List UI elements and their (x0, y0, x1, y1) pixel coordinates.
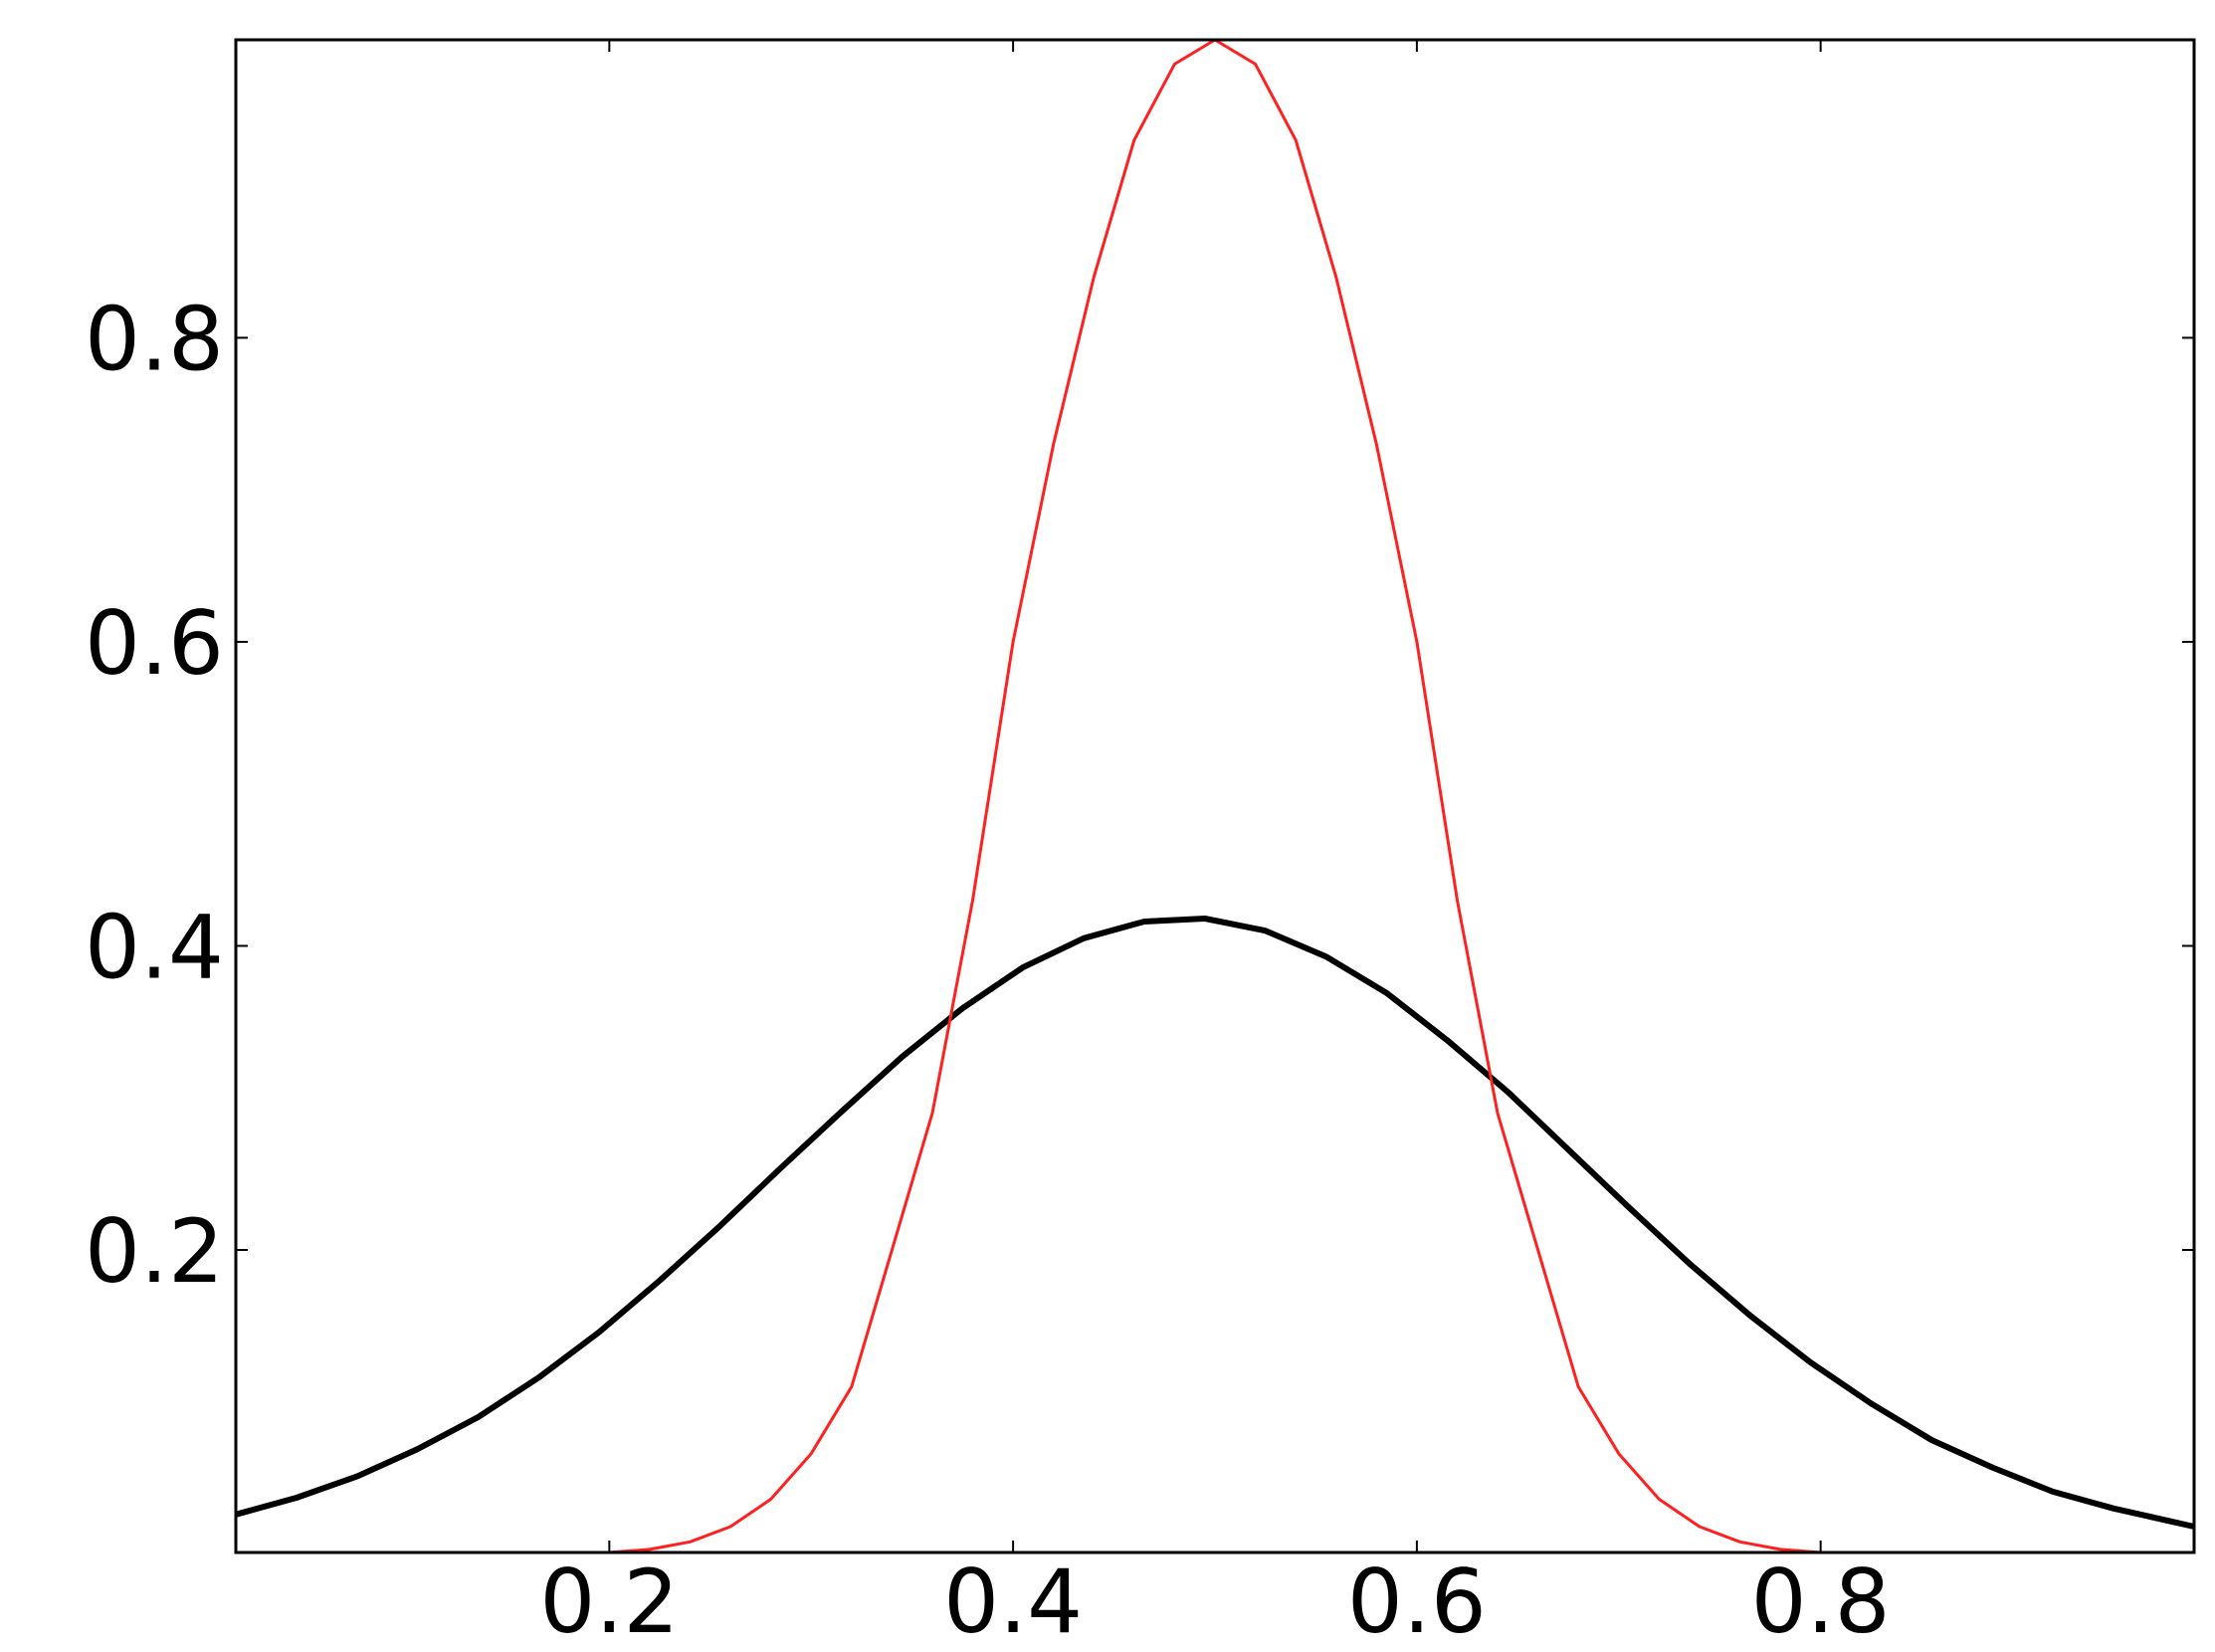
y-tick-label: 0.6 (85, 592, 224, 695)
y-tick-label: 0.8 (85, 288, 224, 390)
plot-frame (234, 38, 2196, 1554)
x-tick-label: 0.8 (1751, 1550, 1891, 1652)
y-tick-label: 0.4 (85, 896, 224, 998)
x-tick-label: 0.4 (943, 1550, 1083, 1652)
x-tick-label: 0.2 (539, 1550, 679, 1652)
y-tick-label: 0.2 (85, 1200, 224, 1303)
line-series (609, 38, 1821, 1554)
x-tick-label: 0.6 (1347, 1550, 1487, 1652)
line-series (235, 916, 2195, 1530)
